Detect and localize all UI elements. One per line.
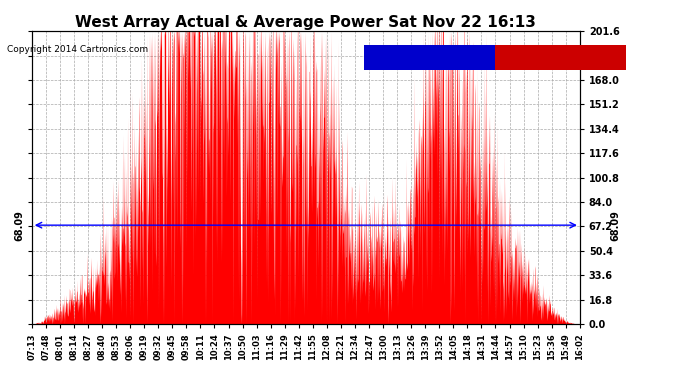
Text: Copyright 2014 Cartronics.com: Copyright 2014 Cartronics.com [7, 45, 148, 54]
Title: West Array Actual & Average Power Sat Nov 22 16:13: West Array Actual & Average Power Sat No… [75, 15, 536, 30]
Text: West Array  (DC Watts): West Array (DC Watts) [497, 53, 615, 62]
Text: 68.09: 68.09 [14, 210, 25, 241]
Text: Average  (DC Watts): Average (DC Watts) [366, 53, 470, 62]
Text: 68.09: 68.09 [610, 210, 620, 241]
